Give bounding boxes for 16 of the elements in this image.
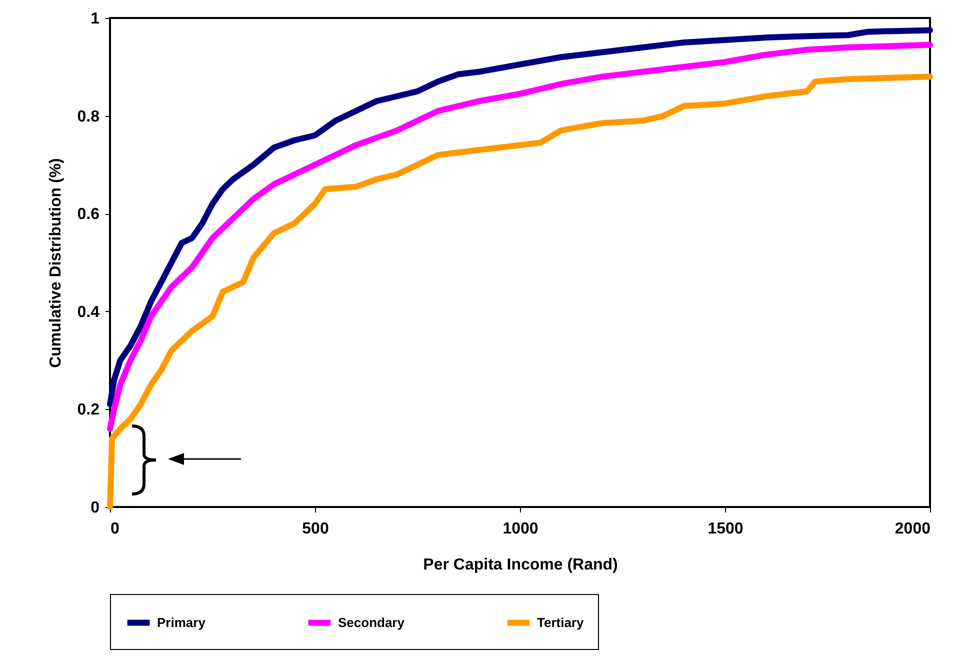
- x-tick-label: 1500: [708, 520, 744, 538]
- x-tick-label: 1000: [502, 520, 538, 538]
- y-tick-label: 1: [90, 10, 100, 28]
- y-tick-label: 0.6: [77, 206, 100, 224]
- y-tick-label: 0: [90, 500, 100, 516]
- legend-label: Primary: [157, 614, 206, 630]
- x-axis-title: Per Capita Income (Rand): [423, 556, 618, 574]
- x-tick-label: 500: [302, 520, 329, 538]
- y-tick-label: 0.2: [77, 402, 100, 419]
- legend-label: Secondary: [338, 614, 406, 630]
- x-tick-label: 2000: [894, 520, 931, 538]
- y-axis-title: Cumulative Distribution (%): [47, 158, 64, 368]
- legend-label: Tertiary: [537, 614, 584, 630]
- x-tick-label: 0: [110, 520, 120, 538]
- y-tick-label: 0.4: [77, 304, 100, 321]
- y-tick-label: 0.8: [77, 108, 100, 126]
